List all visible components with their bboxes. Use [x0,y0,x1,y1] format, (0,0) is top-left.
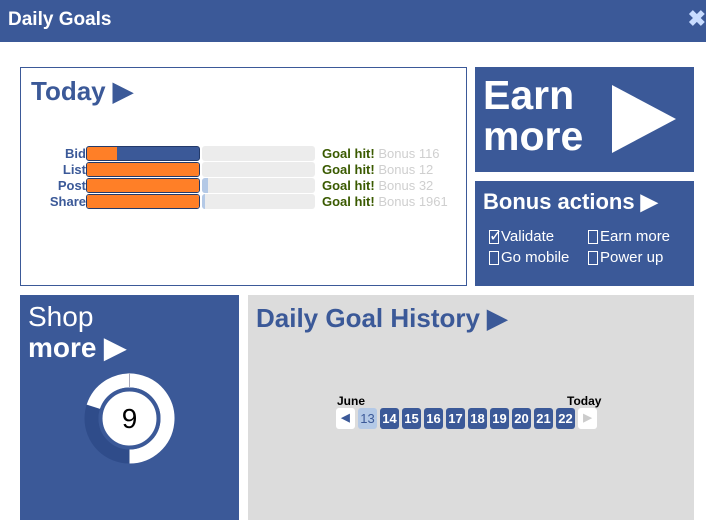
bonus-value: Bonus 116 [378,146,440,161]
goal-row: Post Goal hit! Bonus 32 [21,178,468,194]
bonus-checkbox-go-mobile[interactable]: Go mobile [489,249,569,266]
day-button[interactable]: 13 [358,408,377,429]
earn-more-button[interactable]: Earn more [475,67,694,172]
goal-progress-fill [87,195,199,208]
goal-row: Bid Goal hit! Bonus 116 [21,146,468,162]
next-day-button[interactable]: ▶ [578,408,597,429]
checkbox-icon[interactable] [588,250,598,265]
day-button[interactable]: 20 [512,408,531,429]
today-label: Today [567,394,602,408]
shop-line1: Shop [28,301,94,332]
goal-status: Goal hit! Bonus 12 [322,162,433,177]
bonus-progress-bar [202,194,315,209]
bonus-actions-title[interactable]: Bonus actions ▶ [483,189,658,214]
goal-status: Goal hit! Bonus 116 [322,146,440,161]
bonus-checkbox-power-up[interactable]: Power up [588,249,663,266]
goal-progress-fill [87,163,199,176]
shop-count: 9 [121,403,138,434]
bonus-progress-fill [202,194,205,209]
today-panel: Today ▶ Bid Goal hit! Bonus 116 List Goal h… [20,67,467,286]
today-title[interactable]: Today ▶ [31,76,133,106]
goal-status: Goal hit! Bonus 32 [322,178,433,193]
bonus-progress-fill [202,178,208,193]
goal-progress-bar [86,178,200,193]
goal-progress-bar [86,146,200,161]
title-bar: Daily Goals ✖ [0,0,706,42]
day-button[interactable]: 19 [490,408,509,429]
play-arrow-icon [612,85,676,153]
goal-progress-fill [87,179,199,192]
bonus-value: Bonus 32 [378,178,434,193]
window-title: Daily Goals [8,9,112,30]
goal-progress-bar [86,194,200,209]
checkbox-label: Earn more [600,228,671,245]
shop-more-button[interactable]: Shop more ▶ 9 [20,295,239,520]
history-title[interactable]: Daily Goal History ▶ [256,303,508,333]
earn-line2: more [483,113,584,159]
day-button[interactable]: 14 [380,408,399,429]
checkbox-label: Go mobile [501,249,570,266]
shop-line2: more ▶ [28,332,126,363]
close-icon[interactable]: ✖ [687,6,706,31]
ring-chart [84,373,175,464]
day-button[interactable]: 21 [534,408,553,429]
bonus-progress-bar [202,178,315,193]
bonus-actions-panel: Bonus actions ▶ Validate Earn more Go mobi… [475,181,694,286]
goal-label: Post [57,178,86,193]
checkbox-label: Validate [501,228,555,245]
bonus-checkbox-validate[interactable]: Validate [489,226,555,246]
goal-row: List Goal hit! Bonus 12 [21,162,468,178]
bonus-value: Bonus 12 [378,162,434,177]
checkbox-icon[interactable] [489,250,499,265]
goal-progress-bar [86,162,200,177]
goal-row: Share Goal hit! Bonus 1961 [21,194,468,210]
goal-hit-text: Goal hit! [322,178,375,193]
checkbox-icon[interactable] [588,229,598,244]
day-button[interactable]: 17 [446,408,465,429]
day-button[interactable]: 15 [402,408,421,429]
day-button[interactable]: 22 [556,408,575,429]
earn-line1: Earn [483,72,575,118]
bonus-value: Bonus 1961 [378,194,448,209]
month-label: June [337,394,366,408]
prev-day-button[interactable]: ◀ [336,408,355,429]
checkbox-icon[interactable] [489,226,502,246]
goal-label: Share [49,194,86,209]
ring-fill [86,373,175,464]
bonus-progress-bar [202,162,315,177]
bonus-progress-bar [202,146,315,161]
day-button[interactable]: 18 [468,408,487,429]
shop-ring: 9 [84,373,175,469]
day-button[interactable]: 16 [424,408,443,429]
goal-hit-text: Goal hit! [322,146,375,161]
goal-progress-fill [87,147,118,160]
history-panel: Daily Goal History ▶ June Today ◀ 13 14 15 1… [248,295,694,520]
checkbox-label: Power up [600,249,664,266]
goal-label: Bid [65,146,86,161]
goal-hit-text: Goal hit! [322,194,375,209]
goal-status: Goal hit! Bonus 1961 [322,194,448,209]
goal-label: List [62,162,86,177]
goal-hit-text: Goal hit! [322,162,375,177]
bonus-checkbox-earn-more[interactable]: Earn more [588,228,670,245]
